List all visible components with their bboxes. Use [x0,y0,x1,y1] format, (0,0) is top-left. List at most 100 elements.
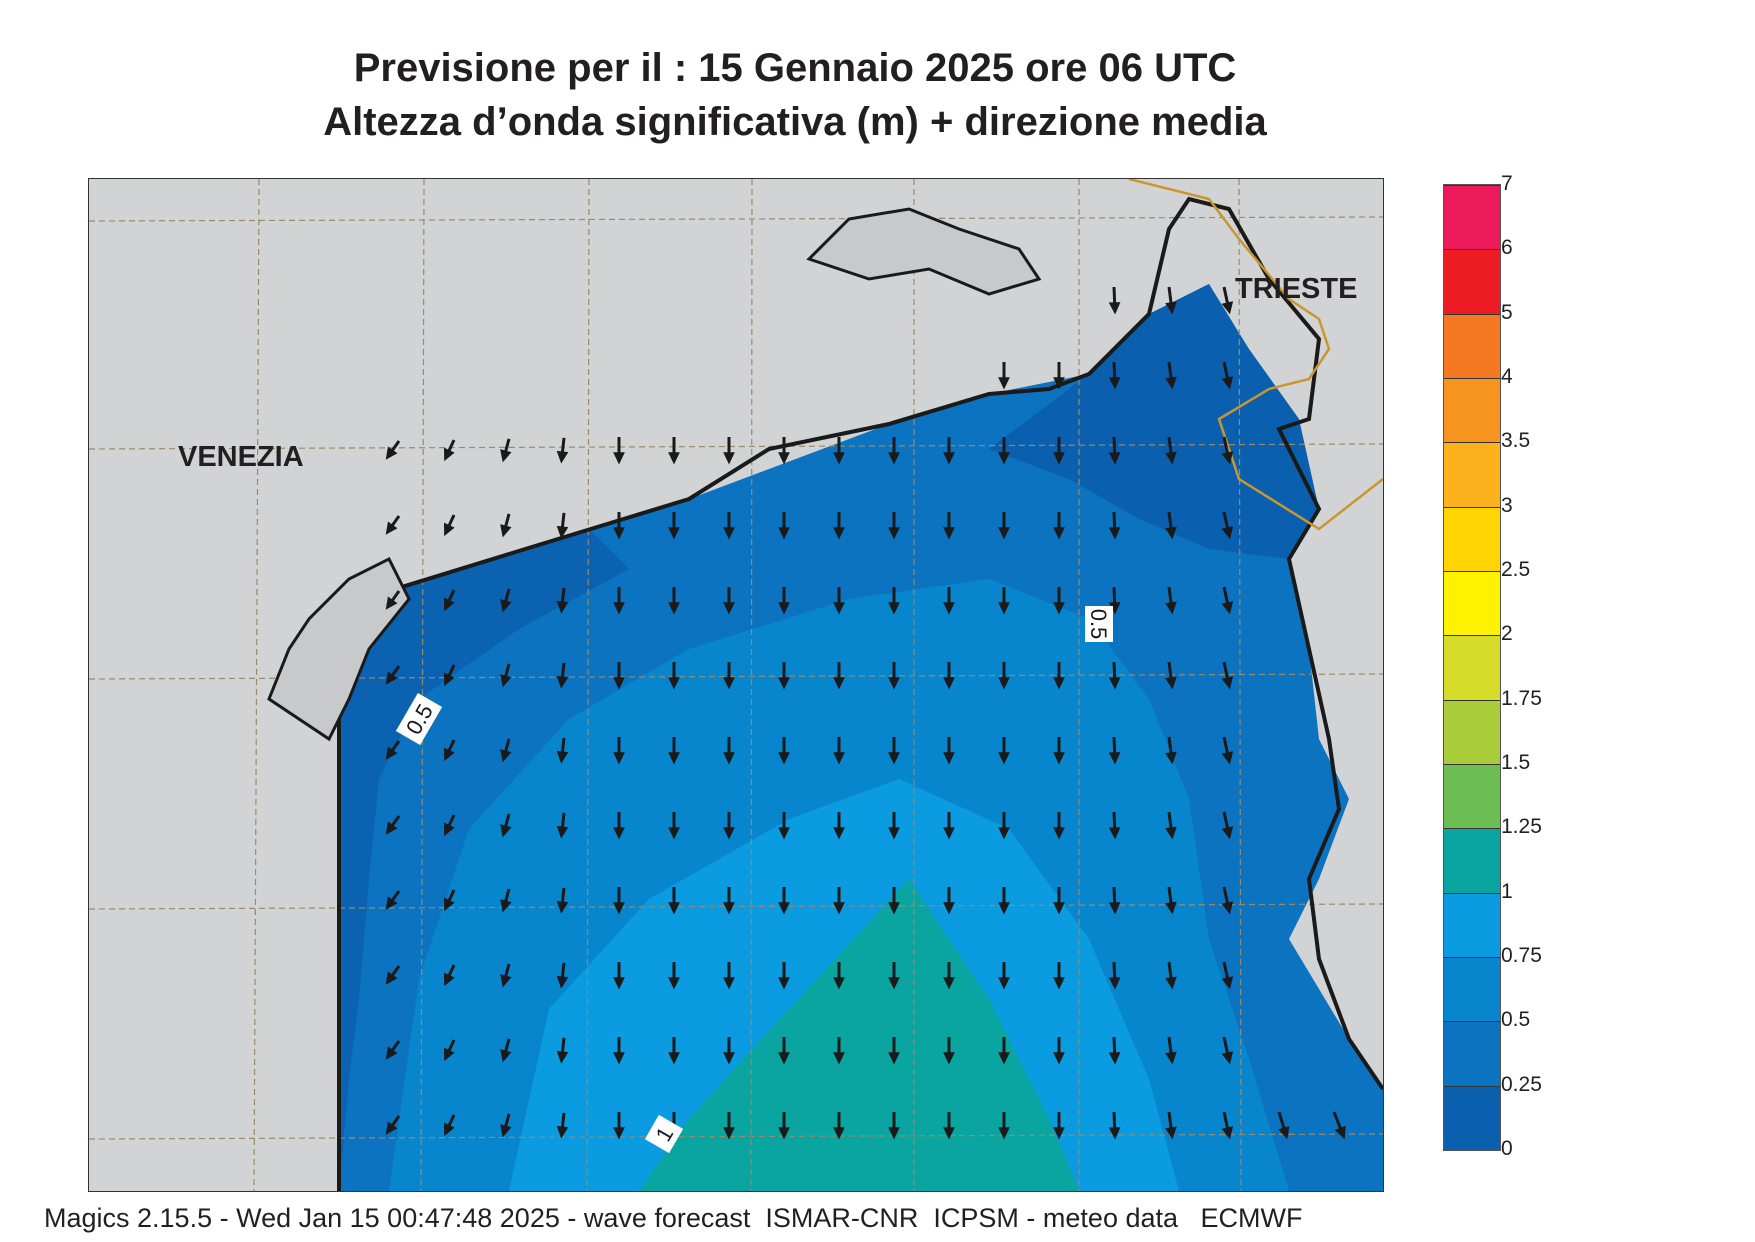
wave-arrow [833,662,845,690]
wave-arrow [500,888,512,913]
wave-arrow [613,587,625,615]
colorbar-tick-label: 1 [1501,879,1513,903]
wave-arrow [1165,811,1177,840]
wave-arrow [998,812,1010,840]
wave-arrow [833,587,845,615]
wave-arrow [723,437,735,465]
wave-arrow [385,965,401,985]
wave-arrow [1108,586,1121,615]
wave-arrow [723,812,735,840]
contour-label-1: 1 [644,1114,684,1154]
wave-arrow [1165,1111,1177,1140]
border-line [1128,179,1383,531]
wave-arrow [443,664,456,687]
wave-arrow [613,1037,625,1065]
wave-arrow [998,962,1010,990]
wave-arrow [998,1037,1010,1065]
wave-height-map: 0.5 0.5 1 [88,178,1384,1192]
wave-arrow [998,887,1010,915]
wave-arrow [888,662,900,690]
wave-arrow [1053,812,1065,840]
wave-arrow [500,1038,512,1063]
wave-arrow [888,962,900,990]
sea-band-0-025 [989,284,1319,559]
wave-arrow [668,587,680,615]
wave-arrow [943,887,955,915]
forecast-subtitle: Altezza d’onda significativa (m) + direz… [323,100,1267,144]
wave-arrow [1108,811,1121,840]
wave-arrow [1053,512,1065,540]
wave-arrow [1053,362,1065,390]
wave-arrow [778,812,790,840]
contour-label-05-east: 0.5 [1085,606,1113,642]
wave-arrow [943,437,955,465]
wave-arrow [385,515,401,535]
wave-arrow [998,662,1010,690]
wave-arrow [1108,511,1121,540]
wave-arrow [443,1039,456,1062]
wave-arrow [443,889,456,912]
wave-arrow [723,887,735,915]
wave-arrow [1165,586,1177,615]
wave-arrow [500,738,512,763]
wave-arrow [723,587,735,615]
wave-arrow [556,437,569,464]
wave-arrow [1332,1111,1346,1140]
wave-arrow [943,512,955,540]
sea-band-1-125 [639,879,1079,1191]
footer-credits: Magics 2.15.5 - Wed Jan 15 00:47:48 2025… [44,1203,1303,1233]
wave-arrow [500,513,512,538]
wave-arrow [385,590,401,610]
wave-arrow [443,514,456,537]
wave-arrow [1165,886,1177,915]
wave-direction-arrows [385,286,1346,1140]
wave-arrow [443,589,456,612]
wave-arrow [556,1112,569,1139]
wave-arrow [1108,886,1121,915]
wave-arrow [443,964,456,987]
wave-arrow [385,815,401,835]
wave-arrow [998,587,1010,615]
colorbar-segment [1444,378,1500,443]
colorbar-segment [1444,635,1500,700]
wave-arrow [443,814,456,837]
wave-arrow [1221,286,1234,315]
wave-arrow [500,1113,512,1138]
wave-arrow [888,437,900,465]
wave-arrow [943,737,955,765]
wave-arrow [833,962,845,990]
wave-arrow [723,737,735,765]
wave-arrow [723,962,735,990]
wave-arrow [1053,962,1065,990]
colorbar-segment [1444,892,1500,958]
wave-arrow [1165,736,1177,765]
wave-arrow [443,1114,456,1137]
wave-arrow [778,962,790,990]
wave-arrow [385,665,401,685]
wave-arrow [1053,437,1065,465]
wave-arrow [556,587,569,614]
colorbar-segment [1444,1085,1500,1150]
wave-arrow [668,887,680,915]
wave-arrow [500,663,512,688]
wave-arrow [833,1037,845,1065]
wave-arrow [943,662,955,690]
wave-arrow [1053,1112,1065,1140]
wave-arrow [888,1037,900,1065]
wave-arrow [943,587,955,615]
wave-arrow [1165,436,1177,465]
wave-arrow [888,512,900,540]
wave-arrow [385,440,401,460]
colorbar-segment [1444,699,1500,765]
wave-arrow [1165,1036,1177,1065]
colorbar-segment [1444,442,1500,507]
wave-arrow [833,887,845,915]
colorbar-tick-label: 1.5 [1501,751,1531,774]
wave-arrow [500,813,512,838]
wave-arrow [778,587,790,615]
wave-arrow [778,887,790,915]
wave-arrow [500,588,512,613]
wave-arrow [1053,587,1065,615]
wave-arrow [668,737,680,765]
colorbar-segment [1444,506,1500,572]
